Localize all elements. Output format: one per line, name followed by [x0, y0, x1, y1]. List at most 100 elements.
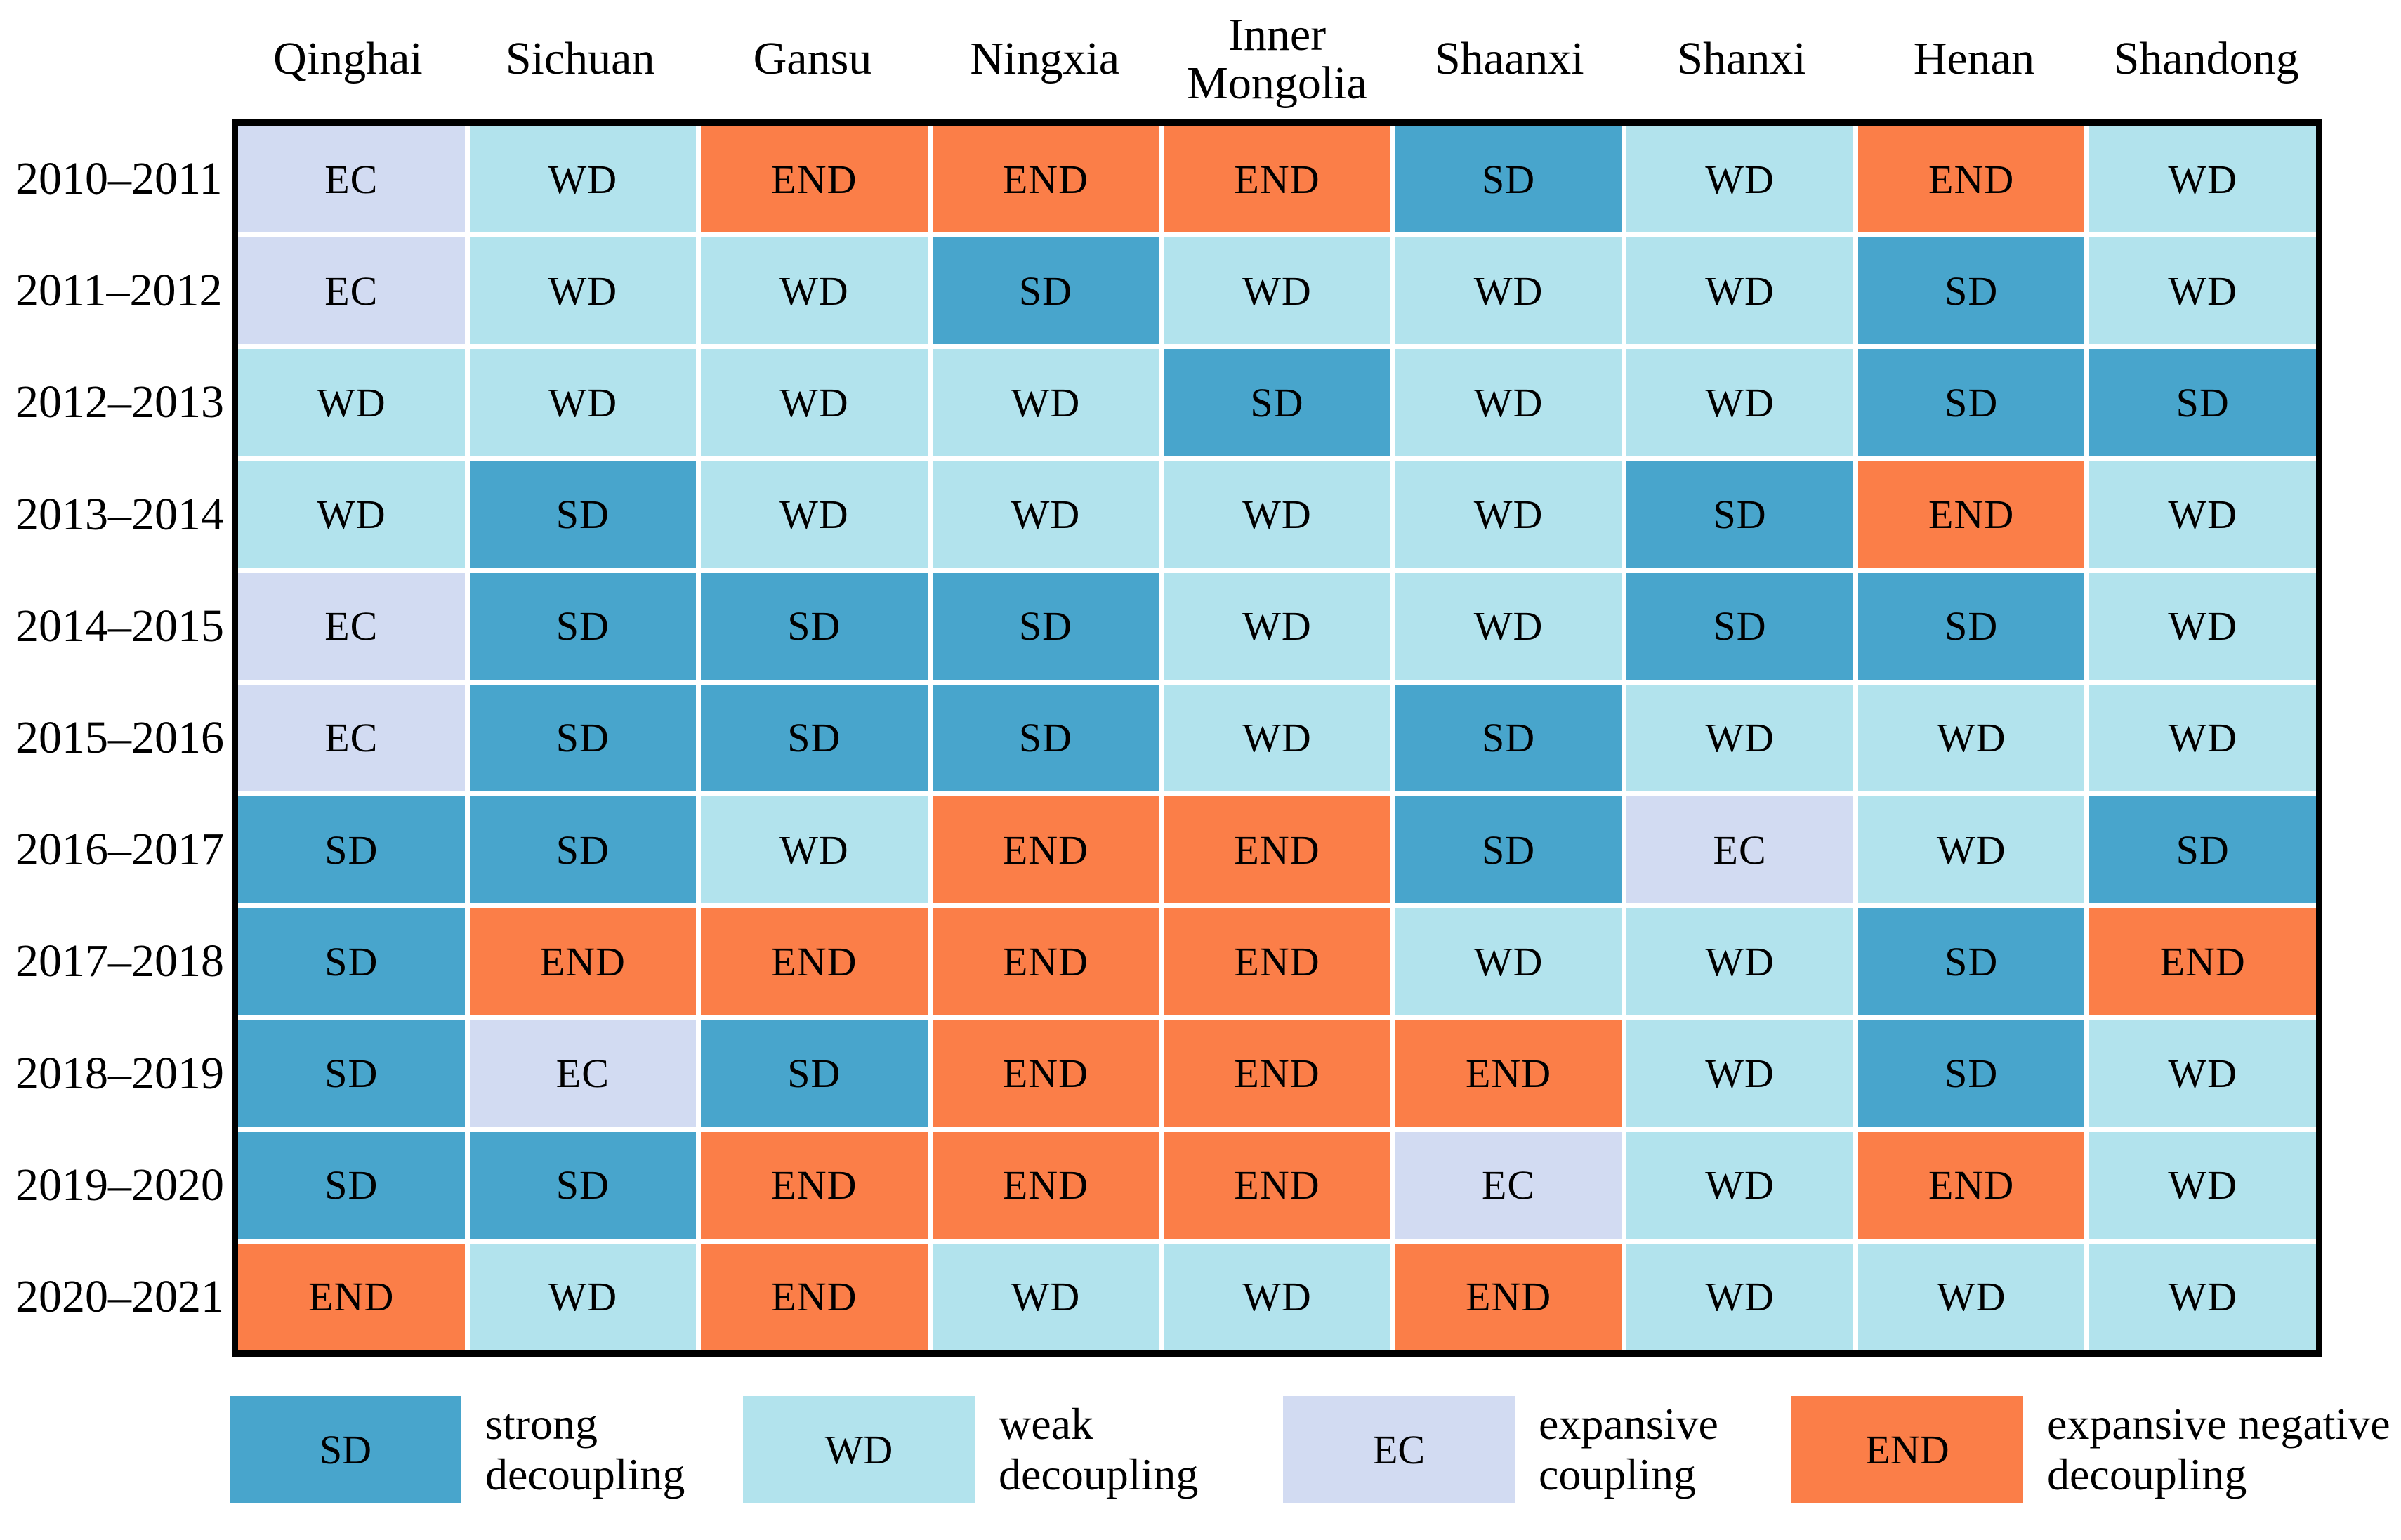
- cell-2016-2017-gansu: WD: [701, 796, 928, 904]
- cell-2020-2021-shaanxi: END: [1395, 1243, 1622, 1350]
- legend-item-end: END expansive negative decoupling: [1791, 1396, 2390, 1503]
- cell-2011-2012-sichuan: WD: [469, 237, 697, 345]
- cell-2018-2019-inner-mongolia: END: [1164, 1020, 1390, 1127]
- row-label-2010-2011: 2010–2011: [15, 153, 223, 205]
- cell-2012-2013-gansu: WD: [701, 349, 928, 456]
- cell-2012-2013-henan: SD: [1857, 349, 2085, 456]
- cell-2010-2011-gansu: END: [701, 126, 928, 233]
- legend-label-sd: strong decoupling: [485, 1399, 685, 1499]
- legend-item-wd: WD weak decoupling: [743, 1396, 1198, 1503]
- cell-2015-2016-shandong: WD: [2089, 684, 2316, 792]
- row-label-2015-2016: 2015–2016: [15, 711, 224, 763]
- legend-label-line: decoupling: [999, 1449, 1199, 1499]
- row-label-2014-2015: 2014–2015: [15, 600, 224, 652]
- row-label-2019-2020: 2019–2020: [15, 1159, 224, 1211]
- cell-2016-2017-shandong: SD: [2089, 796, 2316, 904]
- cell-2019-2020-qinghai: SD: [238, 1131, 465, 1239]
- cell-2017-2018-shaanxi: WD: [1395, 908, 1622, 1015]
- cell-2011-2012-ningxia: SD: [932, 237, 1159, 345]
- legend-label-line: decoupling: [2047, 1449, 2247, 1499]
- cell-2018-2019-gansu: SD: [701, 1020, 928, 1127]
- cell-2014-2015-gansu: SD: [701, 572, 928, 680]
- cell-2014-2015-inner-mongolia: WD: [1164, 572, 1390, 680]
- column-header-gansu: Gansu: [753, 33, 872, 85]
- cell-2020-2021-shanxi: WD: [1626, 1243, 1853, 1350]
- heatmap-grid: EC WD END END END SD WD END WD EC WD WD SD WD WD WD SD WD…: [232, 119, 2322, 1357]
- cell-2011-2012-henan: SD: [1857, 237, 2085, 345]
- cell-2013-2014-ningxia: WD: [932, 461, 1159, 568]
- column-header-inner-mongolia: Inner Mongolia: [1187, 8, 1367, 109]
- column-header-ningxia: Ningxia: [970, 33, 1120, 85]
- cell-2015-2016-shaanxi: SD: [1395, 684, 1622, 792]
- cell-2012-2013-ningxia: WD: [932, 349, 1159, 456]
- cell-2014-2015-sichuan: SD: [469, 572, 697, 680]
- cell-2010-2011-qinghai: EC: [238, 126, 465, 233]
- column-header-shanxi: Shanxi: [1677, 33, 1806, 85]
- legend-abbr: END: [1865, 1426, 1949, 1473]
- cell-2011-2012-shaanxi: WD: [1395, 237, 1622, 345]
- cell-2020-2021-henan: WD: [1857, 1243, 2085, 1350]
- cell-2019-2020-shanxi: WD: [1626, 1131, 1853, 1239]
- legend-item-ec: EC expansive coupling: [1283, 1396, 1718, 1503]
- cell-2018-2019-shaanxi: END: [1395, 1020, 1622, 1127]
- cell-2019-2020-ningxia: END: [932, 1131, 1159, 1239]
- cell-2012-2013-shanxi: WD: [1626, 349, 1853, 456]
- column-header-sichuan: Sichuan: [505, 33, 655, 85]
- cell-2011-2012-inner-mongolia: WD: [1164, 237, 1390, 345]
- legend-label-wd: weak decoupling: [999, 1399, 1198, 1499]
- cell-2020-2021-ningxia: WD: [932, 1243, 1159, 1350]
- cell-2013-2014-shandong: WD: [2089, 461, 2316, 568]
- cell-2014-2015-shanxi: SD: [1626, 572, 1853, 680]
- row-label-2018-2019: 2018–2019: [15, 1047, 224, 1099]
- cell-2012-2013-shandong: SD: [2089, 349, 2316, 456]
- legend-abbr: SD: [319, 1426, 372, 1473]
- cell-2015-2016-qinghai: EC: [238, 684, 465, 792]
- cell-2020-2021-sichuan: WD: [469, 1243, 697, 1350]
- cell-2012-2013-sichuan: WD: [469, 349, 697, 456]
- legend-abbr: WD: [824, 1426, 893, 1473]
- cell-2013-2014-sichuan: SD: [469, 461, 697, 568]
- legend-swatch-end: END: [1791, 1396, 2023, 1503]
- legend-label-line: expansive: [1539, 1399, 1718, 1449]
- legend-item-sd: SD strong decoupling: [230, 1396, 685, 1503]
- cell-2015-2016-gansu: SD: [701, 684, 928, 792]
- row-label-2011-2012: 2011–2012: [15, 265, 223, 317]
- cell-2015-2016-ningxia: SD: [932, 684, 1159, 792]
- cell-2010-2011-henan: END: [1857, 126, 2085, 233]
- cell-2015-2016-sichuan: SD: [469, 684, 697, 792]
- legend-label-line: coupling: [1539, 1449, 1696, 1499]
- cell-2017-2018-inner-mongolia: END: [1164, 908, 1390, 1015]
- legend-label-ec: expansive coupling: [1539, 1399, 1718, 1499]
- cell-2018-2019-qinghai: SD: [238, 1020, 465, 1127]
- cell-2014-2015-qinghai: EC: [238, 572, 465, 680]
- legend-swatch-wd: WD: [743, 1396, 975, 1503]
- cell-2014-2015-ningxia: SD: [932, 572, 1159, 680]
- cell-2018-2019-ningxia: END: [932, 1020, 1159, 1127]
- cell-2011-2012-shandong: WD: [2089, 237, 2316, 345]
- cell-2013-2014-shanxi: SD: [1626, 461, 1853, 568]
- cell-2020-2021-shandong: WD: [2089, 1243, 2316, 1350]
- cell-2011-2012-shanxi: WD: [1626, 237, 1853, 345]
- cell-2011-2012-gansu: WD: [701, 237, 928, 345]
- legend-label-line: decoupling: [485, 1449, 685, 1499]
- row-label-2017-2018: 2017–2018: [15, 935, 224, 987]
- cell-2018-2019-shandong: WD: [2089, 1020, 2316, 1127]
- legend-label-line: expansive negative: [2047, 1399, 2390, 1449]
- cell-2010-2011-sichuan: WD: [469, 126, 697, 233]
- column-header-shandong: Shandong: [2113, 33, 2299, 85]
- column-header-shaanxi: Shaanxi: [1434, 33, 1584, 85]
- cell-2019-2020-henan: END: [1857, 1131, 2085, 1239]
- cell-2014-2015-henan: SD: [1857, 572, 2085, 680]
- cell-2018-2019-henan: SD: [1857, 1020, 2085, 1127]
- legend-label-end: expansive negative decoupling: [2047, 1399, 2390, 1499]
- row-label-2016-2017: 2016–2017: [15, 824, 224, 876]
- cell-2016-2017-qinghai: SD: [238, 796, 465, 904]
- cell-2013-2014-gansu: WD: [701, 461, 928, 568]
- cell-2017-2018-gansu: END: [701, 908, 928, 1015]
- cell-2010-2011-ningxia: END: [932, 126, 1159, 233]
- cell-2018-2019-shanxi: WD: [1626, 1020, 1853, 1127]
- cell-2019-2020-shaanxi: EC: [1395, 1131, 1622, 1239]
- row-label-2020-2021: 2020–2021: [15, 1270, 224, 1322]
- cell-2010-2011-shanxi: WD: [1626, 126, 1853, 233]
